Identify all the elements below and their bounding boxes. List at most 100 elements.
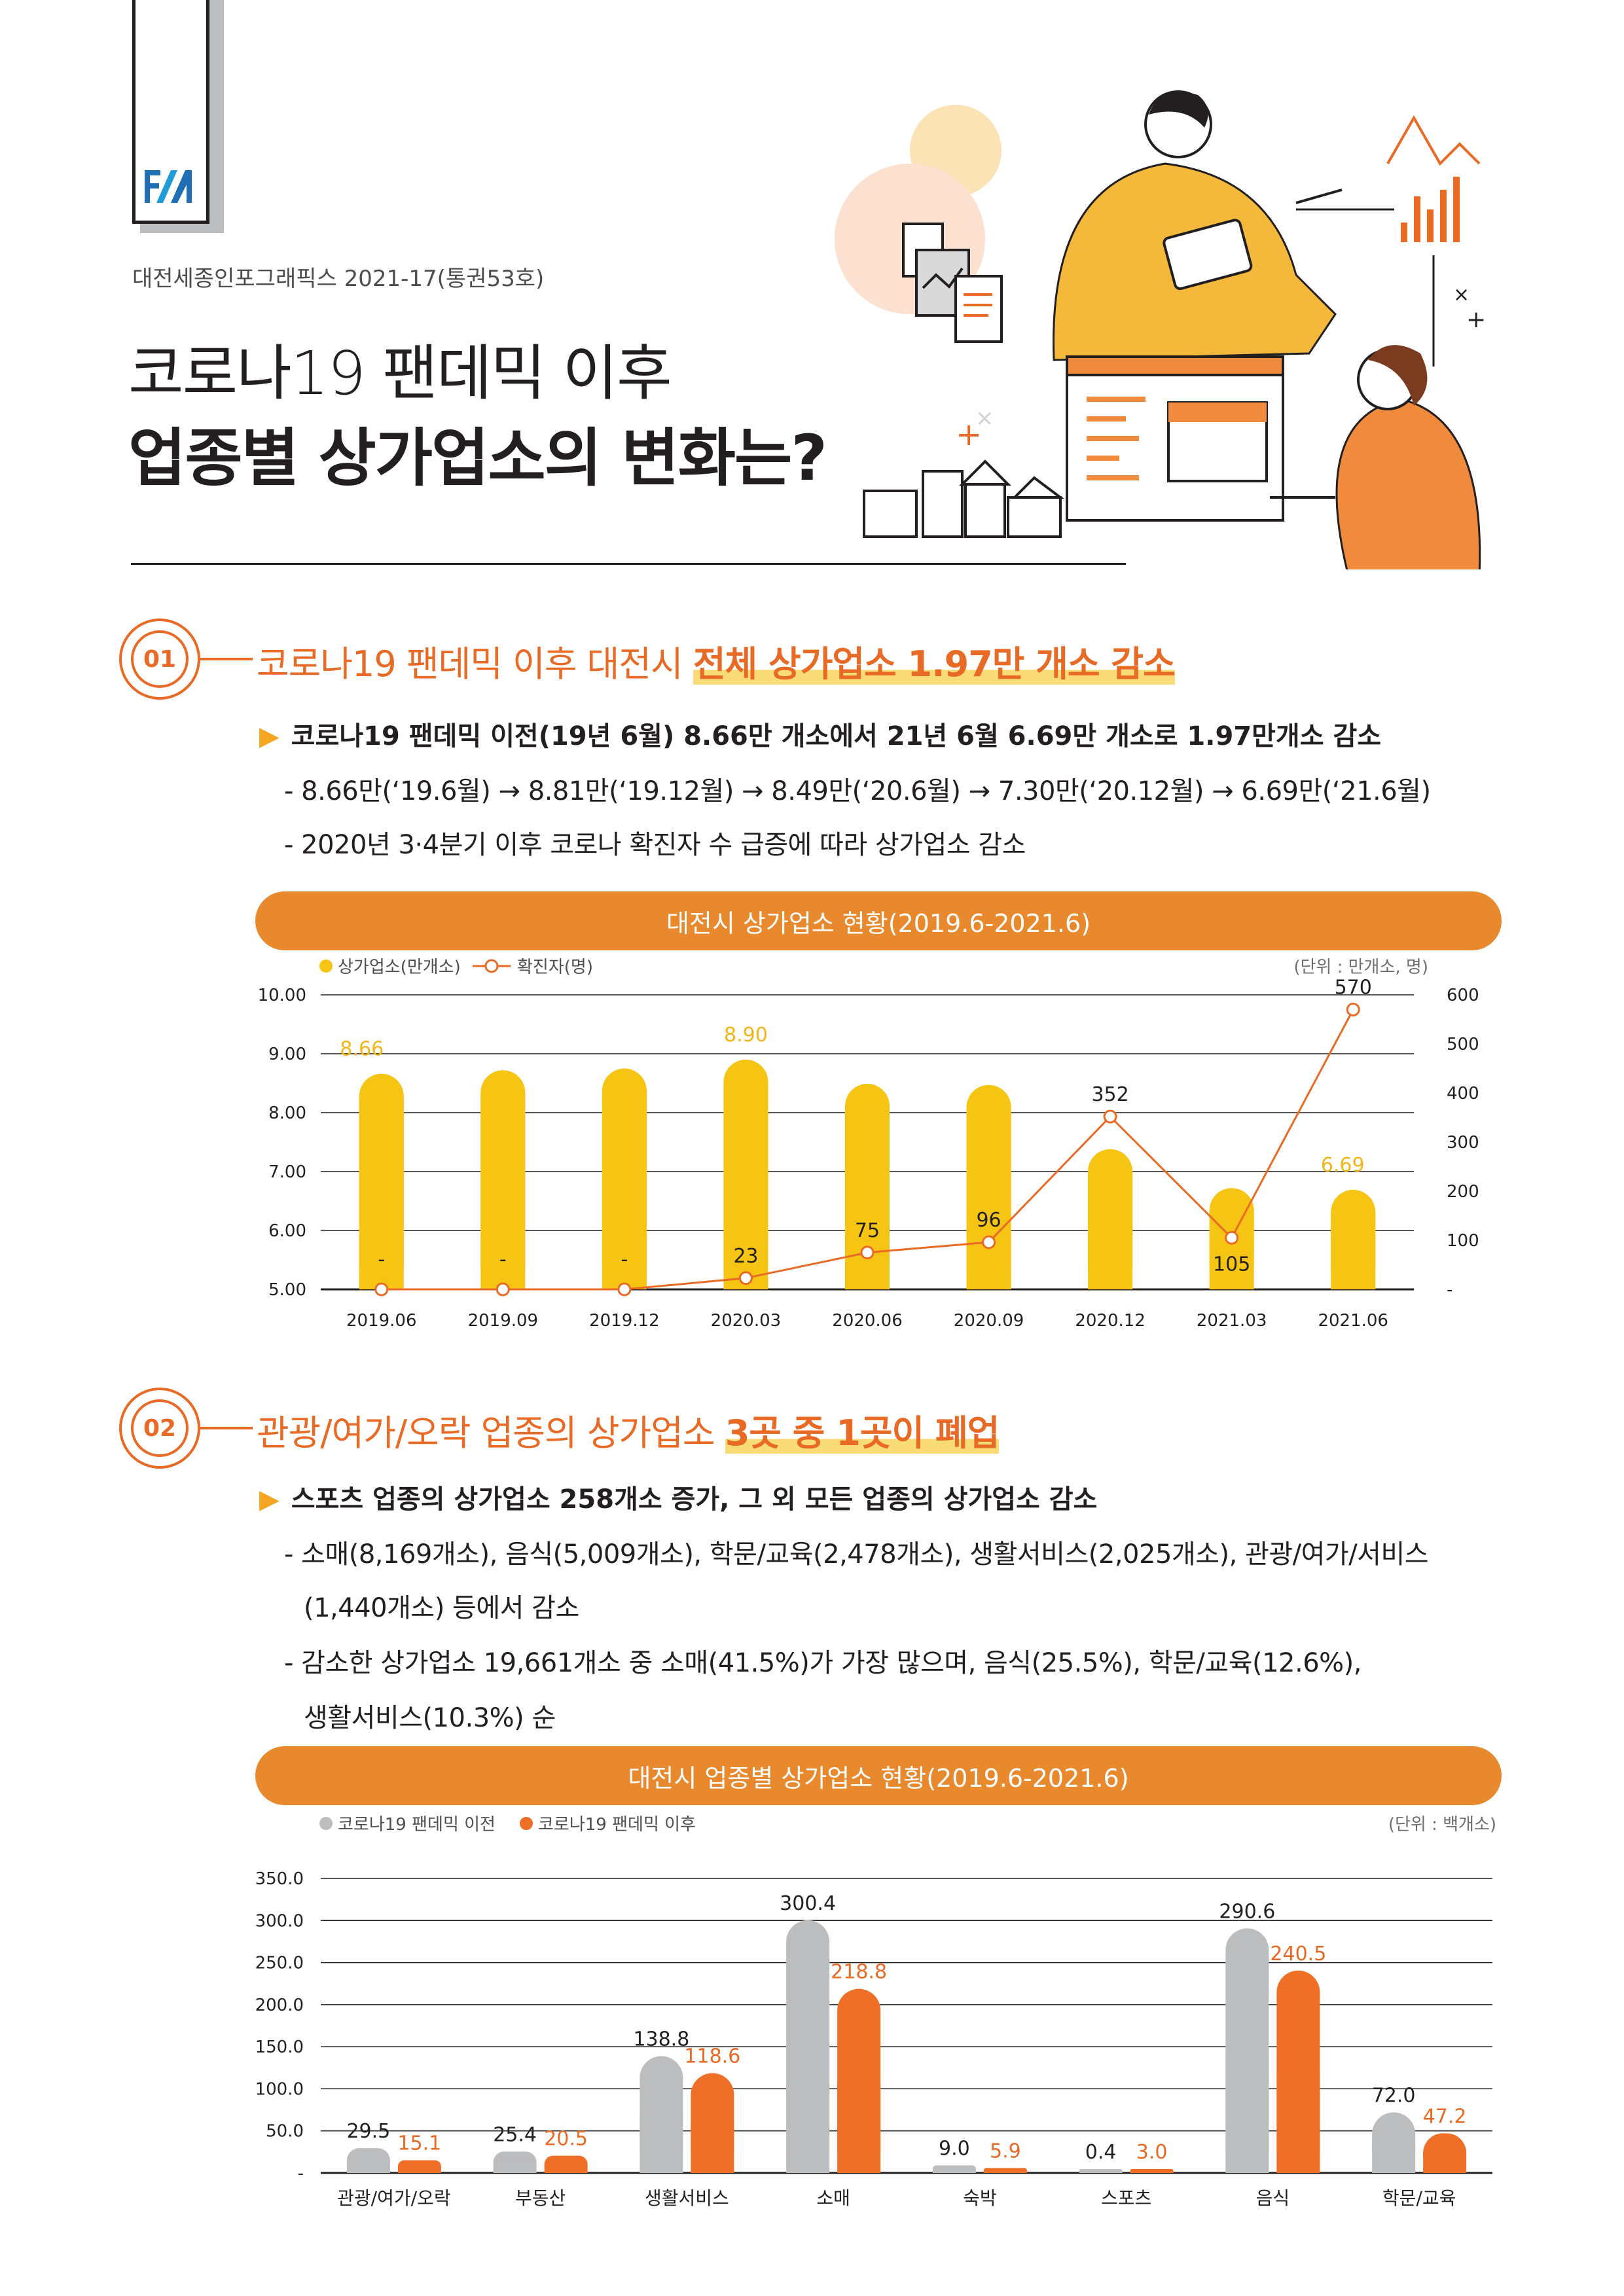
right-tick-label: 400 — [1447, 1084, 1479, 1103]
bar-before-base — [346, 2161, 390, 2173]
section2-line — [200, 1427, 253, 1429]
x-tick-label: 음식 — [1256, 2187, 1290, 2209]
right-tick-label: 100 — [1447, 1231, 1479, 1251]
line-point — [860, 1246, 875, 1260]
left-tick-label: 8.00 — [268, 1103, 306, 1123]
section2-sub2b: 생활서비스(10.3%) 순 — [304, 1703, 556, 1733]
section1-title-plain: 코로나19 팬데믹 이후 대전시 — [257, 643, 693, 685]
chart1-combo: 상가업소(만개소) 확진자(명) (단위 : 만개소, 명) 10.00 9.00 8.0… — [258, 958, 1479, 1331]
bar-chart-icon: × + — [1296, 115, 1486, 367]
bar-before-label: 72.0 — [1372, 2084, 1416, 2107]
bar-before-base — [640, 2114, 683, 2173]
bar-before-base — [1372, 2142, 1416, 2173]
svg-text:×: × — [975, 405, 994, 431]
bar-after-base — [544, 2164, 588, 2173]
x-tick-label: 관광/여가/오락 — [337, 2187, 450, 2209]
bar-value-label: 8.90 — [724, 1024, 768, 1047]
unit-label: (단위 : 백개소) — [1388, 1815, 1496, 1835]
y-tick-label: 150.0 — [255, 2037, 304, 2057]
x-tick-label: 2019.12 — [589, 1311, 660, 1331]
bar-before-base — [1225, 2051, 1269, 2173]
legend-bar-marker — [319, 960, 333, 973]
section2-title-highlight: 3곳 중 1곳이 폐업 — [725, 1412, 1000, 1454]
bar-after-label: 218.8 — [831, 1961, 887, 1984]
header-divider — [131, 563, 1126, 565]
bar-base — [1088, 1171, 1133, 1289]
bar-after-label: 47.2 — [1423, 2105, 1467, 2128]
line-point — [982, 1235, 996, 1249]
bar-after-base — [837, 2081, 881, 2173]
left-tick-label: 9.00 — [268, 1045, 306, 1064]
legend-after-marker — [520, 1817, 533, 1830]
right-tick-label: 200 — [1447, 1182, 1479, 1202]
triangle-bullet-icon: ▶ — [259, 1484, 280, 1515]
bar-before-base — [1079, 2171, 1123, 2173]
man-figure — [1052, 90, 1343, 361]
bar-value-label: 8.66 — [340, 1038, 384, 1061]
woman-figure — [1270, 345, 1481, 569]
y-tick-label: - — [298, 2164, 304, 2183]
bar-after-base — [983, 2170, 1027, 2173]
bar-base — [845, 1105, 890, 1289]
store-window — [1066, 355, 1284, 522]
bar-before-label: 29.5 — [346, 2120, 390, 2143]
y-tick-label: 100.0 — [255, 2079, 304, 2099]
section2-badge: 02 — [119, 1388, 200, 1469]
bar-before-label: 300.4 — [780, 1892, 836, 1915]
bar-before-base — [786, 2046, 830, 2173]
x-tick-label: 소매 — [816, 2187, 850, 2209]
bar-before-label: 290.6 — [1219, 1900, 1275, 1923]
line-value-label: 105 — [1213, 1253, 1250, 1276]
bar-after-label: 15.1 — [397, 2132, 441, 2155]
line-point — [1103, 1109, 1117, 1124]
left-tick-label: 10.00 — [258, 986, 306, 1005]
x-tick-label: 2019.06 — [346, 1311, 417, 1331]
section2-title: 관광/여가/오락 업종의 상가업소 3곳 중 1곳이 폐업 — [257, 1404, 1000, 1456]
line-value-label: - — [621, 1248, 628, 1271]
line-value-label: 96 — [976, 1209, 1001, 1232]
section1-line — [200, 658, 253, 660]
bar-before-label: 25.4 — [493, 2123, 537, 2146]
bar-after-label: 240.5 — [1270, 1943, 1326, 1965]
bar-value-label: 6.69 — [1321, 1154, 1365, 1177]
x-tick-label: 2020.03 — [711, 1311, 782, 1331]
x-tick-label: 부동산 — [515, 2187, 566, 2209]
legend-after-label: 코로나19 팬데믹 이후 — [538, 1815, 696, 1835]
unit-label: (단위 : 만개소, 명) — [1293, 958, 1428, 977]
section2-number: 02 — [131, 1399, 189, 1457]
bar-base — [480, 1092, 526, 1289]
bar-before-label: 0.4 — [1085, 2141, 1117, 2164]
section1-badge: 01 — [119, 619, 200, 700]
line-point — [617, 1282, 632, 1297]
chart2-banner: 대전시 업종별 상가업소 현황(2019.6-2021.6) — [255, 1746, 1502, 1805]
x-tick-label: 2020.12 — [1075, 1311, 1146, 1331]
section2-bullet-text: 스포츠 업종의 상가업소 258개소 증가, 그 외 모든 업종의 상가업소 감… — [291, 1484, 1098, 1515]
legend-line-label: 확진자(명) — [517, 958, 593, 977]
line-point — [496, 1282, 510, 1297]
bar-after-label: 3.0 — [1136, 2141, 1168, 2164]
x-tick-label: 2021.03 — [1197, 1311, 1267, 1331]
line-value-label: 352 — [1091, 1083, 1128, 1106]
left-tick-label: 7.00 — [268, 1162, 306, 1182]
y-tick-label: 350.0 — [255, 1869, 304, 1889]
bar-before-label: 9.0 — [939, 2137, 970, 2160]
page-title-line2: 업종별 상가업소의 변화는? — [128, 422, 827, 495]
bar-base — [723, 1082, 768, 1289]
right-tick-label: - — [1447, 1280, 1453, 1300]
line-value-label: - — [378, 1248, 385, 1271]
left-tick-label: 5.00 — [268, 1280, 306, 1300]
bar-after-base — [1130, 2171, 1174, 2173]
section1-sub1: - 8.66만(‘19.6월) → 8.81만(‘19.12월) → 8.49만… — [284, 776, 1431, 806]
documents-icon — [902, 223, 1003, 343]
section1-sub2: - 2020년 3·4분기 이후 코로나 확진자 수 급증에 따라 상가업소 감… — [284, 830, 1026, 860]
section2-title-plain: 관광/여가/오락 업종의 상가업소 — [257, 1412, 725, 1454]
section1-number: 01 — [131, 630, 189, 688]
header-illustration: × + + × — [835, 90, 1486, 569]
bar-base — [1331, 1211, 1376, 1289]
line-value-label: - — [499, 1248, 507, 1271]
svg-text:×: × — [1453, 283, 1470, 306]
bar-after-label: 20.5 — [544, 2128, 588, 2151]
x-tick-label: 2020.09 — [954, 1311, 1024, 1331]
bar-base — [966, 1107, 1011, 1289]
bar-before-base — [932, 2169, 976, 2173]
